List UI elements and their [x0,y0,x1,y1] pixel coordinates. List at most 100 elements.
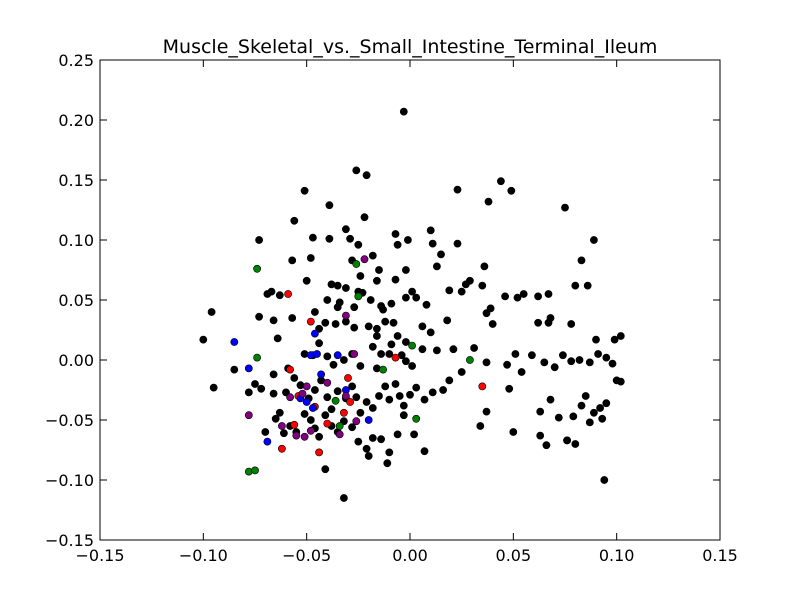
scatter-point [476,422,485,430]
scatter-point [482,407,491,416]
scatter-point [439,386,447,394]
scatter-point [571,281,580,290]
scatter-point [422,300,431,309]
scatter-point [412,383,421,392]
scatter-point [453,239,462,248]
scatter-point [563,436,571,445]
scatter-point [596,404,604,412]
scatter-point [381,382,390,391]
scatter-point [550,363,559,372]
scatter-point [610,335,619,344]
scatter-point [321,411,330,420]
scatter-point [341,392,350,400]
scatter-point [263,437,272,446]
scatter-point [602,399,611,408]
scatter-point [482,358,491,367]
scatter-point [418,322,427,331]
scatter-point [323,296,332,304]
scatter-point [534,292,542,301]
scatter-point [482,309,491,318]
scatter-point [391,380,400,388]
scatter-point [519,290,528,298]
scatter-point [286,365,294,374]
scatter-point [255,312,263,321]
scatter-point [300,186,309,195]
scatter-point [368,251,377,260]
scatter-point [352,417,361,426]
scatter-point [379,305,387,314]
scatter-point [428,239,437,248]
scatter-points [199,107,625,502]
scatter-point [310,308,319,316]
scatter-point [323,419,332,428]
scatter-point [385,350,394,358]
scatter-point [403,236,412,244]
scatter-point [368,434,377,442]
scatter-point [356,272,365,280]
scatter-point [310,386,319,394]
scatter-point [207,308,216,316]
y-tick-label: 0.00 [58,351,94,370]
scatter-point [362,444,371,453]
scatter-point [432,346,441,355]
y-tick-label: 0.05 [58,291,94,310]
scatter-point [360,213,369,222]
scatter-point [350,323,359,332]
scatter-point [352,393,361,402]
scatter-point [339,494,348,502]
scatter-point [432,262,441,271]
scatter-point [408,341,416,350]
scatter-point [263,290,272,298]
y-tick-label: 0.20 [58,111,94,130]
scatter-point [536,431,545,440]
scatter-point [323,393,332,402]
scatter-point [288,256,297,265]
scatter-point [300,432,309,441]
scatter-point [269,316,278,325]
scatter-point [600,476,609,484]
scatter-point [577,401,586,410]
scatter-point [437,250,445,259]
scatter-point [559,351,567,360]
scatter-point [315,448,323,457]
scatter-point [517,368,526,376]
scatter-point [317,370,325,379]
scatter-point [465,356,474,364]
x-tick-label: 0.10 [599,546,635,565]
scatter-point [372,332,381,340]
scatter-point [251,380,259,388]
scatter-point [583,281,592,290]
scatter-point [546,314,555,322]
scatter-point [377,350,385,358]
scatter-point [445,376,454,385]
scatter-point [536,407,545,416]
scatter-point [308,404,317,412]
scatter-point [368,342,377,351]
y-tick-label: −0.05 [45,411,94,430]
scatter-point [581,392,590,400]
scatter-point [288,314,297,322]
scatter-point [333,387,342,396]
scatter-point [209,383,218,392]
scatter-point [590,236,598,244]
chart-title: Muscle_Skeletal_vs._Small_Intestine_Term… [163,36,658,58]
scatter-point [335,422,344,430]
scatter-point [329,360,338,369]
scatter-point [333,303,342,312]
scatter-point [505,384,514,393]
scatter-point [449,345,458,354]
scatter-point [277,444,286,453]
scatter-point [346,398,354,406]
scatter-point [585,358,594,367]
scatter-point [575,356,584,364]
scatter-point [306,254,315,262]
scatter-point [244,388,253,397]
scatter-point [377,435,385,444]
scatter-point [509,428,518,436]
scatter-point [540,358,549,367]
scatter-point [331,320,340,328]
scatter-point [496,177,505,186]
scatter-point [412,293,421,302]
